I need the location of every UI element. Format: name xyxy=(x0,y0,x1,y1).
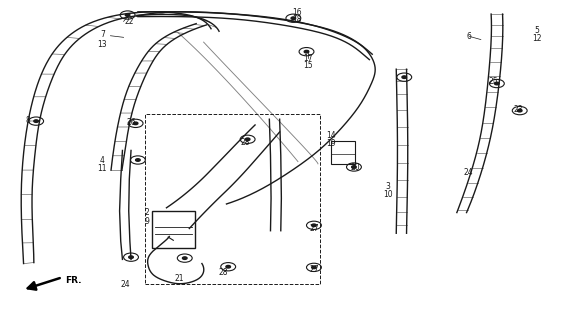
Text: 10: 10 xyxy=(383,190,393,199)
Text: 5: 5 xyxy=(535,27,539,36)
Text: 8: 8 xyxy=(26,116,30,125)
Text: FR.: FR. xyxy=(65,276,81,285)
Circle shape xyxy=(245,138,250,140)
Circle shape xyxy=(129,256,134,259)
Text: 24: 24 xyxy=(464,168,473,177)
Text: 15: 15 xyxy=(304,61,313,70)
Text: 13: 13 xyxy=(97,40,107,49)
Text: 17: 17 xyxy=(304,53,313,62)
Circle shape xyxy=(494,82,499,85)
Text: 6: 6 xyxy=(467,32,472,41)
Text: 21: 21 xyxy=(174,274,184,283)
Text: 4: 4 xyxy=(100,156,105,164)
Text: 24: 24 xyxy=(120,280,130,289)
Text: 22: 22 xyxy=(124,17,134,26)
Circle shape xyxy=(517,109,522,112)
Circle shape xyxy=(402,76,406,78)
Text: 23: 23 xyxy=(513,105,523,114)
Text: 20: 20 xyxy=(350,163,360,172)
Text: 26: 26 xyxy=(126,118,136,127)
Circle shape xyxy=(34,120,38,123)
Text: 12: 12 xyxy=(532,34,541,43)
Text: 11: 11 xyxy=(97,164,107,173)
Circle shape xyxy=(312,266,316,269)
Circle shape xyxy=(291,17,296,20)
Text: 19: 19 xyxy=(326,139,336,148)
Text: 3: 3 xyxy=(386,182,391,191)
Text: 27: 27 xyxy=(309,224,319,233)
Text: 9: 9 xyxy=(144,217,149,226)
Text: 7: 7 xyxy=(100,30,105,39)
Circle shape xyxy=(312,224,316,227)
Circle shape xyxy=(136,159,140,161)
Bar xyxy=(331,141,355,164)
Circle shape xyxy=(134,122,138,124)
Circle shape xyxy=(125,14,130,16)
Text: 14: 14 xyxy=(326,131,336,140)
Circle shape xyxy=(182,257,187,260)
Text: 25: 25 xyxy=(489,77,499,86)
Text: 16: 16 xyxy=(292,8,301,17)
Circle shape xyxy=(352,166,356,168)
Circle shape xyxy=(304,50,309,53)
Text: 28: 28 xyxy=(219,268,229,277)
Text: 18: 18 xyxy=(292,15,301,24)
Text: 28: 28 xyxy=(241,138,250,147)
Circle shape xyxy=(226,266,230,268)
Text: 2: 2 xyxy=(144,208,149,217)
Text: 27: 27 xyxy=(309,265,319,275)
